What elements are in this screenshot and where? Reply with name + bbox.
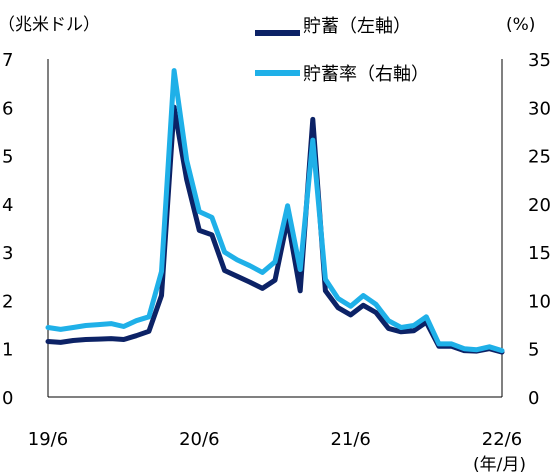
- left-tick-label: 7: [2, 50, 13, 71]
- x-tick-label: 20/6: [179, 429, 219, 450]
- legend-label-savings-rate: 貯蓄率（右軸）: [303, 64, 429, 85]
- right-tick-label: 30: [528, 98, 551, 119]
- x-axis-unit: (年/月): [473, 455, 526, 475]
- right-tick-label: 15: [528, 243, 551, 264]
- series-line-savings: [45, 104, 505, 355]
- right-tick-label: 0: [528, 388, 539, 409]
- right-tick-label: 10: [528, 291, 551, 312]
- right-tick-label: 25: [528, 147, 551, 168]
- left-axis-ticks: 0 1 2 3 4 5 6 7: [2, 50, 13, 409]
- left-tick-label: 3: [2, 243, 13, 264]
- x-axis-ticks: 19/6 20/6 21/6 22/6: [28, 429, 522, 450]
- left-axis-unit: （兆米ドル）: [0, 15, 100, 35]
- x-tick-label: 22/6: [482, 429, 522, 450]
- right-axis-unit: (%): [506, 15, 535, 35]
- right-axis-ticks: 0 5 10 15 20 25 30 35: [528, 50, 551, 409]
- left-tick-label: 2: [2, 291, 13, 312]
- left-tick-label: 5: [2, 147, 13, 168]
- x-tick-label: 21/6: [330, 429, 370, 450]
- series-line-savings-rate: [45, 68, 505, 354]
- legend-label-savings: 貯蓄（左軸）: [303, 16, 411, 37]
- left-tick-label: 0: [2, 388, 13, 409]
- legend: 貯蓄（左軸） 貯蓄率（右軸）: [255, 16, 429, 85]
- right-tick-label: 5: [528, 340, 539, 361]
- right-tick-label: 35: [528, 50, 551, 71]
- left-tick-label: 1: [2, 340, 13, 361]
- x-tick-label: 19/6: [28, 429, 68, 450]
- series-lines: [45, 68, 505, 355]
- right-tick-label: 20: [528, 195, 551, 216]
- left-tick-label: 6: [2, 98, 13, 119]
- left-tick-label: 4: [2, 195, 13, 216]
